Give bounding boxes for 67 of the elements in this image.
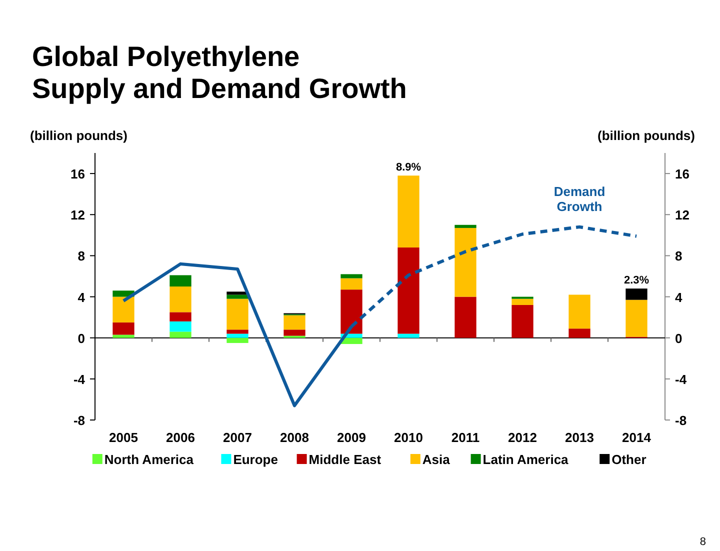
legend-label: Latin America — [482, 452, 570, 467]
bar — [512, 304, 534, 338]
y2-tick-label: 0 — [675, 330, 682, 346]
y-tick-label: 8 — [78, 248, 85, 264]
y2-tick-label: -8 — [675, 413, 687, 428]
bar — [170, 312, 192, 322]
bar — [512, 298, 534, 305]
y2-tick-label: -4 — [675, 372, 688, 387]
bar — [112, 322, 134, 335]
bar — [170, 275, 192, 286]
bar — [112, 334, 134, 338]
x-tick-label: 2009 — [337, 430, 366, 445]
bar — [568, 294, 590, 329]
bar — [170, 332, 192, 338]
x-tick-label: 2010 — [394, 430, 423, 445]
x-tick-label: 2011 — [451, 430, 480, 445]
bar — [454, 228, 476, 297]
y-tick-label: 16 — [70, 166, 85, 182]
bar — [340, 290, 362, 334]
y-tick-label: 12 — [70, 208, 85, 223]
y-axis-title: (billion pounds) — [30, 128, 128, 143]
bar — [170, 286, 192, 312]
x-tick-label: 2006 — [166, 430, 195, 445]
text: 8 — [700, 536, 706, 548]
bar — [170, 321, 192, 332]
bar — [284, 330, 306, 336]
y-tick-label: 4 — [78, 290, 86, 305]
bar — [454, 224, 476, 228]
bar — [284, 315, 306, 330]
y2-axis-title: (billion pounds) — [598, 128, 695, 143]
y2-tick-label: 16 — [675, 166, 690, 182]
annotation: 2.3% — [624, 274, 650, 287]
legend-label: Middle East — [308, 452, 382, 467]
bar — [626, 300, 648, 337]
y-tick-label: -8 — [73, 413, 85, 428]
bar — [226, 294, 248, 299]
y-tick-label: 0 — [78, 330, 85, 346]
bar — [226, 298, 248, 330]
bar — [340, 274, 362, 278]
bar — [626, 288, 648, 300]
y2-tick-label: 8 — [675, 248, 682, 264]
y2-tick-label: 12 — [675, 208, 690, 223]
annotation: 8.9% — [396, 162, 422, 174]
x-tick-label: 2008 — [280, 430, 309, 445]
legend-label: Other — [612, 452, 646, 467]
x-tick-label: 2005 — [109, 430, 138, 445]
y-tick-label: -4 — [73, 372, 86, 387]
legend-label: Europe — [233, 452, 278, 467]
bar — [398, 176, 420, 248]
series-label: Demand Growth — [554, 184, 606, 214]
legend-label: North America — [104, 452, 194, 467]
bar — [112, 296, 134, 322]
bar — [398, 334, 420, 338]
legend-label: Asia — [422, 452, 451, 467]
y2-tick-label: 4 — [675, 290, 683, 305]
bar — [568, 328, 590, 338]
bar — [226, 338, 248, 343]
x-tick-label: 2012 — [508, 430, 537, 445]
bar — [226, 330, 248, 334]
bar — [340, 278, 362, 290]
x-tick-label: 2013 — [565, 430, 594, 445]
bar — [226, 334, 248, 338]
bar — [398, 247, 420, 334]
x-tick-label: 2014 — [622, 430, 652, 445]
x-tick-label: 2007 — [223, 430, 252, 445]
chart-title: Global Polyethylene Supply and Demand Growth — [32, 41, 407, 104]
bar — [454, 296, 476, 338]
